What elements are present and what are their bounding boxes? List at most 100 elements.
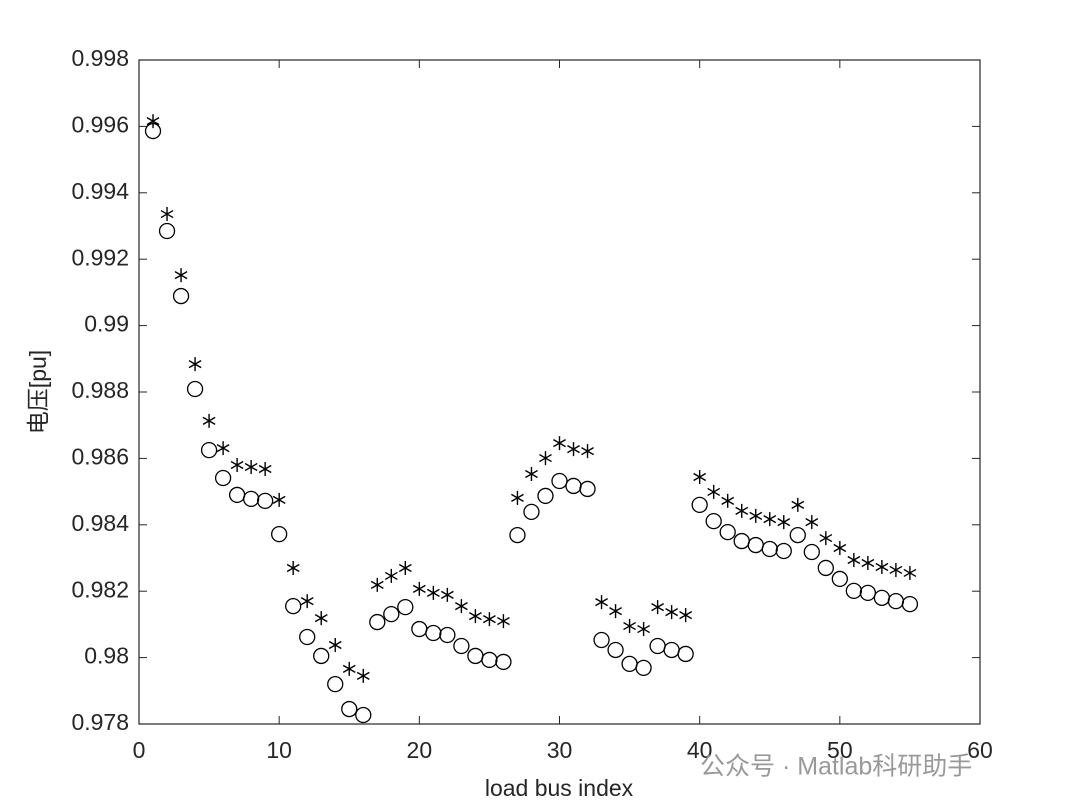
circle-marker [607,641,624,659]
star-marker [146,114,160,129]
x-tick-label: 10 [266,737,292,763]
star-marker [216,441,230,456]
circle-marker [369,613,386,631]
circle-marker [214,469,232,487]
y-tick-label: 0.978 [71,709,129,735]
star-marker [595,595,608,610]
circle-marker [439,626,456,644]
circle-marker [509,526,526,544]
circle-marker [719,523,736,541]
circle-marker [495,653,512,671]
star-marker [426,585,440,600]
circle-marker [635,659,652,677]
circle-marker [285,597,302,615]
star-marker [468,609,482,624]
y-tick-label: 0.996 [71,111,129,137]
circle-marker [691,496,708,514]
circle-marker [271,525,288,543]
star-marker [721,493,735,508]
star-marker [735,503,749,518]
y-tick-label: 0.986 [71,443,129,469]
y-tick-label: 0.998 [71,45,129,71]
circle-marker [775,542,792,560]
circle-marker [341,700,358,718]
star-marker [777,515,791,530]
x-tick-label: 20 [407,737,433,763]
circle-marker [397,598,414,616]
circle-marker [242,490,260,508]
star-marker [328,637,342,652]
y-tick-label: 0.98 [84,643,129,669]
star-marker [188,357,202,372]
star-marker [342,661,356,676]
star-marker [567,442,580,457]
star-marker [314,611,328,626]
star-marker [160,207,174,222]
star-marker [833,541,847,556]
circle-marker [355,706,372,724]
star-marker [398,560,412,575]
star-marker [889,562,903,577]
circle-marker [593,631,610,649]
circle-marker [172,287,190,305]
star-marker [847,552,861,567]
star-marker [707,484,721,499]
star-marker [497,614,510,629]
star-marker [300,594,314,609]
x-axis-label: load bus index [485,775,634,801]
circle-marker [901,595,919,613]
y-axis-label: 电压[pu] [25,350,51,434]
circle-marker [200,441,218,459]
circle-marker [453,637,470,655]
star-marker [651,600,665,615]
circle-marker [579,480,596,498]
star-marker [679,608,693,623]
star-marker [861,555,875,570]
star-marker [356,668,370,683]
circle-marker [677,645,694,663]
star-marker [511,490,524,505]
star-marker [693,469,707,484]
x-tick-label: 0 [133,737,146,763]
star-marker [525,467,538,482]
star-marker [609,604,622,619]
x-tick-label: 40 [687,737,713,763]
circle-marker [537,487,554,505]
circle-marker [845,582,862,600]
circle-marker [327,676,344,693]
star-marker [483,612,496,627]
star-marker [258,462,272,477]
x-tick-label: 30 [547,737,573,763]
circle-marker [299,628,316,646]
circle-marker [313,647,330,665]
circle-marker [158,222,176,240]
circle-marker [383,605,400,623]
circle-marker [256,492,274,510]
circle-marker [761,540,778,558]
star-marker [244,460,258,475]
y-tick-label: 0.982 [71,576,129,602]
star-marker [763,512,777,527]
x-tick-label: 60 [967,737,993,763]
star-marker [230,458,244,473]
circle-marker [551,472,568,490]
watermark: 公众号 · Matlab科研助手 [700,753,972,781]
circle-marker [831,570,848,588]
star-marker [903,565,917,580]
star-marker [286,560,300,575]
star-marker [805,515,819,530]
star-marker [384,568,398,583]
y-tick-label: 0.99 [84,311,129,337]
circle-marker [186,380,204,398]
circle-marker [859,584,877,602]
star-marker [749,508,763,523]
star-marker [875,559,889,574]
circle-marker [817,559,834,577]
x-tick-label: 50 [827,737,853,763]
circle-marker [789,526,806,544]
star-marker [553,436,566,451]
star-marker [412,581,426,596]
star-marker [791,497,805,512]
star-marker [539,451,552,466]
